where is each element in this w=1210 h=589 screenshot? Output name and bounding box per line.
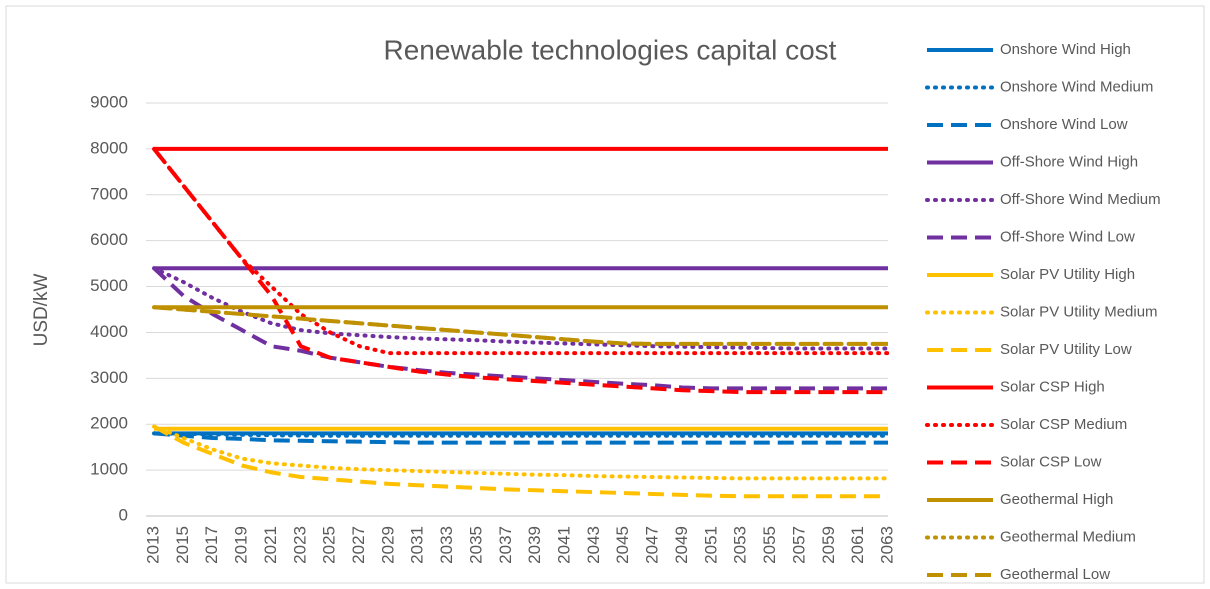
legend-label: Solar CSP Medium <box>1000 416 1127 433</box>
y-tick-label: 8000 <box>90 138 128 157</box>
y-tick-label: 0 <box>119 505 128 524</box>
x-tick-label: 2035 <box>466 526 485 564</box>
chart-title: Renewable technologies capital cost <box>384 34 837 65</box>
x-tick-label: 2039 <box>525 526 544 564</box>
y-tick-label: 5000 <box>90 276 128 295</box>
x-tick-label: 2027 <box>349 526 368 564</box>
y-tick-label: 2000 <box>90 414 128 433</box>
x-tick-label: 2055 <box>760 526 779 564</box>
series-line <box>153 431 888 445</box>
x-tick-label: 2047 <box>643 526 662 564</box>
x-tick-label: 2021 <box>261 526 280 564</box>
legend-label: Onshore Wind Low <box>1000 116 1128 133</box>
series-line <box>152 424 890 481</box>
x-tick-label: 2045 <box>613 526 632 564</box>
x-tick-label: 2057 <box>789 526 808 564</box>
x-tick-label: 2043 <box>584 526 603 564</box>
legend-label: Solar CSP High <box>1000 378 1105 395</box>
x-tick-label: 2049 <box>672 526 691 564</box>
x-tick-label: 2041 <box>555 526 574 564</box>
x-tick-label: 2063 <box>877 526 896 564</box>
y-tick-label: 4000 <box>90 322 128 341</box>
y-tick-label: 3000 <box>90 368 128 387</box>
series-line <box>152 146 890 356</box>
series-line <box>152 266 890 351</box>
x-tick-label: 2031 <box>408 526 427 564</box>
x-tick-label: 2061 <box>848 526 867 564</box>
y-tick-label: 6000 <box>90 230 128 249</box>
x-tick-label: 2019 <box>232 526 251 564</box>
legend-label: Off-Shore Wind High <box>1000 153 1138 170</box>
legend-label: Off-Shore Wind Medium <box>1000 191 1161 208</box>
y-tick-label: 1000 <box>90 460 128 479</box>
legend-label: Geothermal Medium <box>1000 528 1136 545</box>
series-line <box>153 424 888 499</box>
series-line <box>152 266 888 391</box>
x-tick-label: 2037 <box>496 526 515 564</box>
legend-label: Solar PV Utility Low <box>1000 341 1132 358</box>
series-line <box>152 431 890 438</box>
legend-label: Onshore Wind Medium <box>1000 78 1153 95</box>
x-tick-label: 2033 <box>437 526 456 564</box>
legend-label: Onshore Wind High <box>1000 41 1131 58</box>
x-tick-label: 2025 <box>320 526 339 564</box>
x-tick-label: 2051 <box>701 526 720 564</box>
legend-label: Geothermal Low <box>1000 566 1110 583</box>
y-tick-label: 7000 <box>90 184 128 203</box>
legend-label: Geothermal High <box>1000 491 1113 508</box>
y-axis-label: USD/kW <box>31 274 52 347</box>
x-tick-label: 2015 <box>173 526 192 564</box>
x-tick-label: 2059 <box>819 526 838 564</box>
x-tick-label: 2053 <box>731 526 750 564</box>
legend-label: Solar PV Utility High <box>1000 266 1135 283</box>
legend-label: Off-Shore Wind Low <box>1000 228 1135 245</box>
legend-label: Solar CSP Low <box>1000 453 1102 470</box>
series-line <box>152 147 888 395</box>
x-tick-label: 2017 <box>202 526 221 564</box>
x-tick-label: 2013 <box>143 526 162 564</box>
x-tick-label: 2023 <box>290 526 309 564</box>
legend-label: Solar PV Utility Medium <box>1000 303 1158 320</box>
x-tick-label: 2029 <box>378 526 397 564</box>
y-tick-label: 9000 <box>90 92 128 111</box>
series-line <box>153 305 888 346</box>
